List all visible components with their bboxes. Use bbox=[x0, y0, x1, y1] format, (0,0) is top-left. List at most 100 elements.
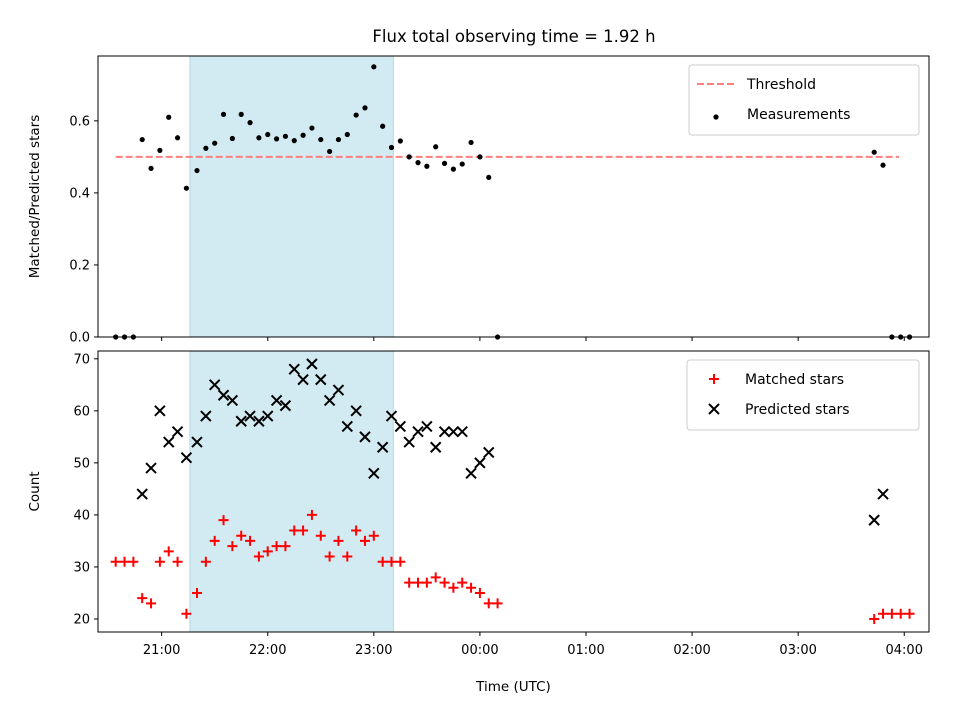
predicted-star-point bbox=[394, 420, 407, 433]
matched-star-point bbox=[289, 525, 300, 536]
chart-title: Flux total observing time = 1.92 h bbox=[372, 27, 655, 46]
predicted-star-point bbox=[474, 457, 486, 469]
predicted-star-point bbox=[180, 451, 193, 464]
x-tick-label: 03:00 bbox=[779, 643, 816, 658]
matched-star-point bbox=[878, 608, 889, 619]
predicted-star-point bbox=[145, 462, 157, 474]
matched-star-point bbox=[172, 556, 183, 567]
matched-star-point bbox=[146, 598, 157, 609]
matched-star-point bbox=[483, 598, 494, 609]
predicted-star-point bbox=[288, 363, 300, 375]
matched-star-point bbox=[466, 582, 477, 593]
predicted-star-point bbox=[200, 410, 212, 422]
matched-star-point bbox=[457, 577, 468, 588]
measurement-point bbox=[388, 144, 395, 151]
measurement-point bbox=[335, 136, 342, 143]
legend-measurement-swatch bbox=[713, 114, 719, 120]
predicted-star-point bbox=[412, 425, 424, 438]
y-tick-label: 60 bbox=[73, 404, 90, 419]
predicted-star-point bbox=[306, 358, 318, 370]
measurement-point bbox=[265, 131, 271, 138]
matched-star-point bbox=[448, 582, 459, 593]
matched-star-point bbox=[154, 556, 165, 567]
measurement-point bbox=[441, 160, 448, 166]
x-tick-label: 00:00 bbox=[461, 643, 498, 658]
matched-star-point bbox=[869, 613, 880, 624]
measurement-point bbox=[344, 131, 350, 138]
x-tick-label: 01:00 bbox=[567, 643, 604, 658]
matched-star-point bbox=[377, 556, 388, 567]
matched-star-point bbox=[163, 546, 174, 557]
measurement-point bbox=[406, 154, 412, 160]
matched-star-point bbox=[324, 551, 335, 562]
matched-star-point bbox=[128, 556, 139, 567]
legend-box bbox=[686, 359, 920, 431]
predicted-star-point bbox=[235, 415, 247, 427]
predicted-star-point bbox=[429, 441, 442, 453]
y-axis-label: Count bbox=[27, 471, 43, 511]
measurement-point bbox=[362, 105, 368, 111]
matched-star-point bbox=[262, 546, 273, 557]
predicted-star-point bbox=[323, 394, 336, 407]
matched-star-point bbox=[181, 608, 192, 619]
y-tick-label: 30 bbox=[73, 560, 90, 575]
matched-star-point bbox=[359, 535, 370, 546]
matched-star-point bbox=[474, 587, 485, 598]
predicted-star-point bbox=[171, 425, 184, 438]
y-tick-label: 70 bbox=[73, 352, 90, 367]
matched-star-point bbox=[413, 577, 424, 588]
matched-star-point bbox=[192, 587, 203, 598]
predicted-star-point bbox=[244, 410, 256, 422]
predicted-star-point bbox=[456, 425, 468, 438]
measurement-point bbox=[309, 125, 315, 131]
matched-star-point bbox=[236, 530, 247, 541]
predicted-star-point bbox=[438, 425, 451, 438]
measurement-point bbox=[148, 165, 154, 171]
matched-star-point bbox=[404, 577, 415, 588]
measurement-point bbox=[183, 185, 190, 191]
predicted-star-point bbox=[297, 373, 309, 386]
predicted-star-point bbox=[376, 441, 389, 453]
predicted-star-point bbox=[403, 436, 415, 448]
predicted-star-point bbox=[368, 467, 380, 479]
measurement-point bbox=[300, 132, 306, 138]
matched-star-point bbox=[110, 556, 121, 567]
predicted-star-point bbox=[868, 514, 880, 526]
matched-star-point bbox=[245, 535, 256, 546]
x-tick-label: 04:00 bbox=[886, 643, 923, 658]
legend-matched-swatch bbox=[709, 374, 719, 384]
predicted-star-point bbox=[350, 405, 362, 417]
y-axis-label: Matched/Predicted stars bbox=[27, 115, 43, 278]
y-tick-label: 0.4 bbox=[69, 186, 90, 201]
predicted-star-point bbox=[154, 405, 166, 417]
legend-label: Threshold bbox=[746, 77, 816, 93]
measurement-point bbox=[282, 133, 289, 139]
matched-star-point bbox=[386, 556, 397, 567]
matched-star-point bbox=[886, 608, 897, 619]
predicted-star-point bbox=[877, 488, 889, 500]
matched-star-point bbox=[298, 525, 309, 536]
matched-star-point bbox=[306, 509, 317, 520]
predicted-star-point bbox=[421, 420, 433, 433]
predicted-star-point bbox=[136, 488, 148, 500]
matched-star-point bbox=[315, 530, 326, 541]
axes-frame bbox=[97, 350, 930, 633]
measurement-point bbox=[139, 136, 145, 143]
measurement-point bbox=[256, 135, 262, 141]
matched-star-point bbox=[200, 556, 211, 567]
matched-star-point bbox=[430, 572, 441, 583]
measurement-point bbox=[450, 166, 456, 172]
predicted-star-point bbox=[262, 410, 274, 422]
predicted-star-point bbox=[226, 394, 239, 407]
measurement-point bbox=[327, 148, 333, 155]
observing-interval-band bbox=[189, 55, 394, 338]
matched-star-point bbox=[137, 593, 148, 604]
measurement-point bbox=[459, 161, 465, 167]
measurement-point bbox=[415, 160, 421, 166]
measurement-point bbox=[273, 136, 280, 142]
measurement-point bbox=[291, 138, 297, 144]
matched-star-point bbox=[119, 556, 130, 567]
predicted-star-point bbox=[315, 373, 327, 386]
legend-label: Measurements bbox=[747, 107, 850, 123]
measurement-point bbox=[486, 174, 492, 181]
